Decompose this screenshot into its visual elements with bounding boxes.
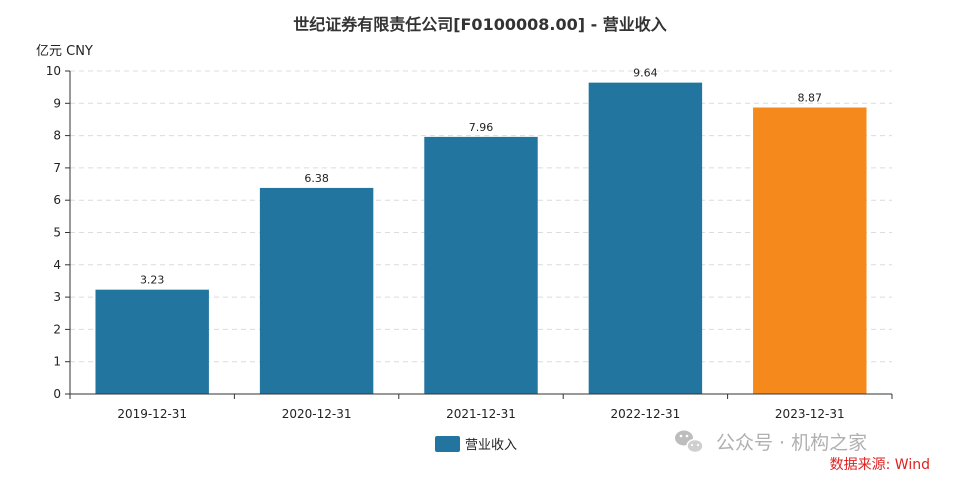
bar bbox=[259, 187, 374, 394]
bar bbox=[424, 136, 538, 394]
watermark: 公众号 · 机构之家 bbox=[675, 430, 867, 454]
y-tick-label: 1 bbox=[53, 355, 61, 369]
legend-swatch bbox=[435, 436, 460, 452]
y-tick-label: 4 bbox=[53, 258, 61, 272]
legend-label: 营业收入 bbox=[465, 438, 517, 453]
bar bbox=[753, 107, 867, 395]
y-tick-label: 3 bbox=[53, 290, 61, 304]
y-tick-label: 6 bbox=[53, 193, 61, 207]
bar bbox=[588, 82, 703, 395]
legend[interactable]: 营业收入 bbox=[435, 436, 517, 453]
y-tick-label: 5 bbox=[53, 226, 61, 240]
watermark-text: 公众号 · 机构之家 bbox=[716, 432, 867, 454]
data-source-label: 数据来源: Wind bbox=[830, 457, 930, 473]
y-axis-unit-label: 亿元 CNY bbox=[36, 44, 93, 59]
bar-value-label: 7.96 bbox=[469, 121, 494, 134]
y-tick-label: 2 bbox=[53, 322, 61, 336]
wechat-icon bbox=[675, 430, 704, 454]
x-tick-label: 2020-12-31 bbox=[282, 407, 352, 421]
y-tick-label: 7 bbox=[53, 161, 61, 175]
y-tick-label: 10 bbox=[46, 64, 61, 78]
x-tick-label: 2021-12-31 bbox=[446, 407, 516, 421]
x-tick-label: 2019-12-31 bbox=[117, 407, 187, 421]
x-tick-label: 2022-12-31 bbox=[611, 407, 681, 421]
axes: 0 1 2 3 4 5 6 7 8 9 10 2019-12-31 2020-12-31 2021-12-… bbox=[46, 64, 893, 421]
bar-value-label: 3.23 bbox=[140, 274, 165, 287]
bar-value-label: 9.64 bbox=[633, 67, 658, 80]
bar-value-label: 8.87 bbox=[798, 91, 823, 104]
y-tick-label: 9 bbox=[53, 96, 61, 110]
bar bbox=[95, 289, 209, 394]
bar-value-label: 6.38 bbox=[304, 172, 329, 185]
x-tick-label: 2023-12-31 bbox=[775, 407, 845, 421]
y-tick-label: 8 bbox=[53, 129, 61, 143]
bars: 3.23 6.38 7.96 9.64 8.87 bbox=[95, 67, 867, 395]
y-tick-label: 0 bbox=[53, 387, 61, 401]
chart-title: 世纪证券有限责任公司[F0100008.00] - 营业收入 bbox=[293, 15, 667, 34]
